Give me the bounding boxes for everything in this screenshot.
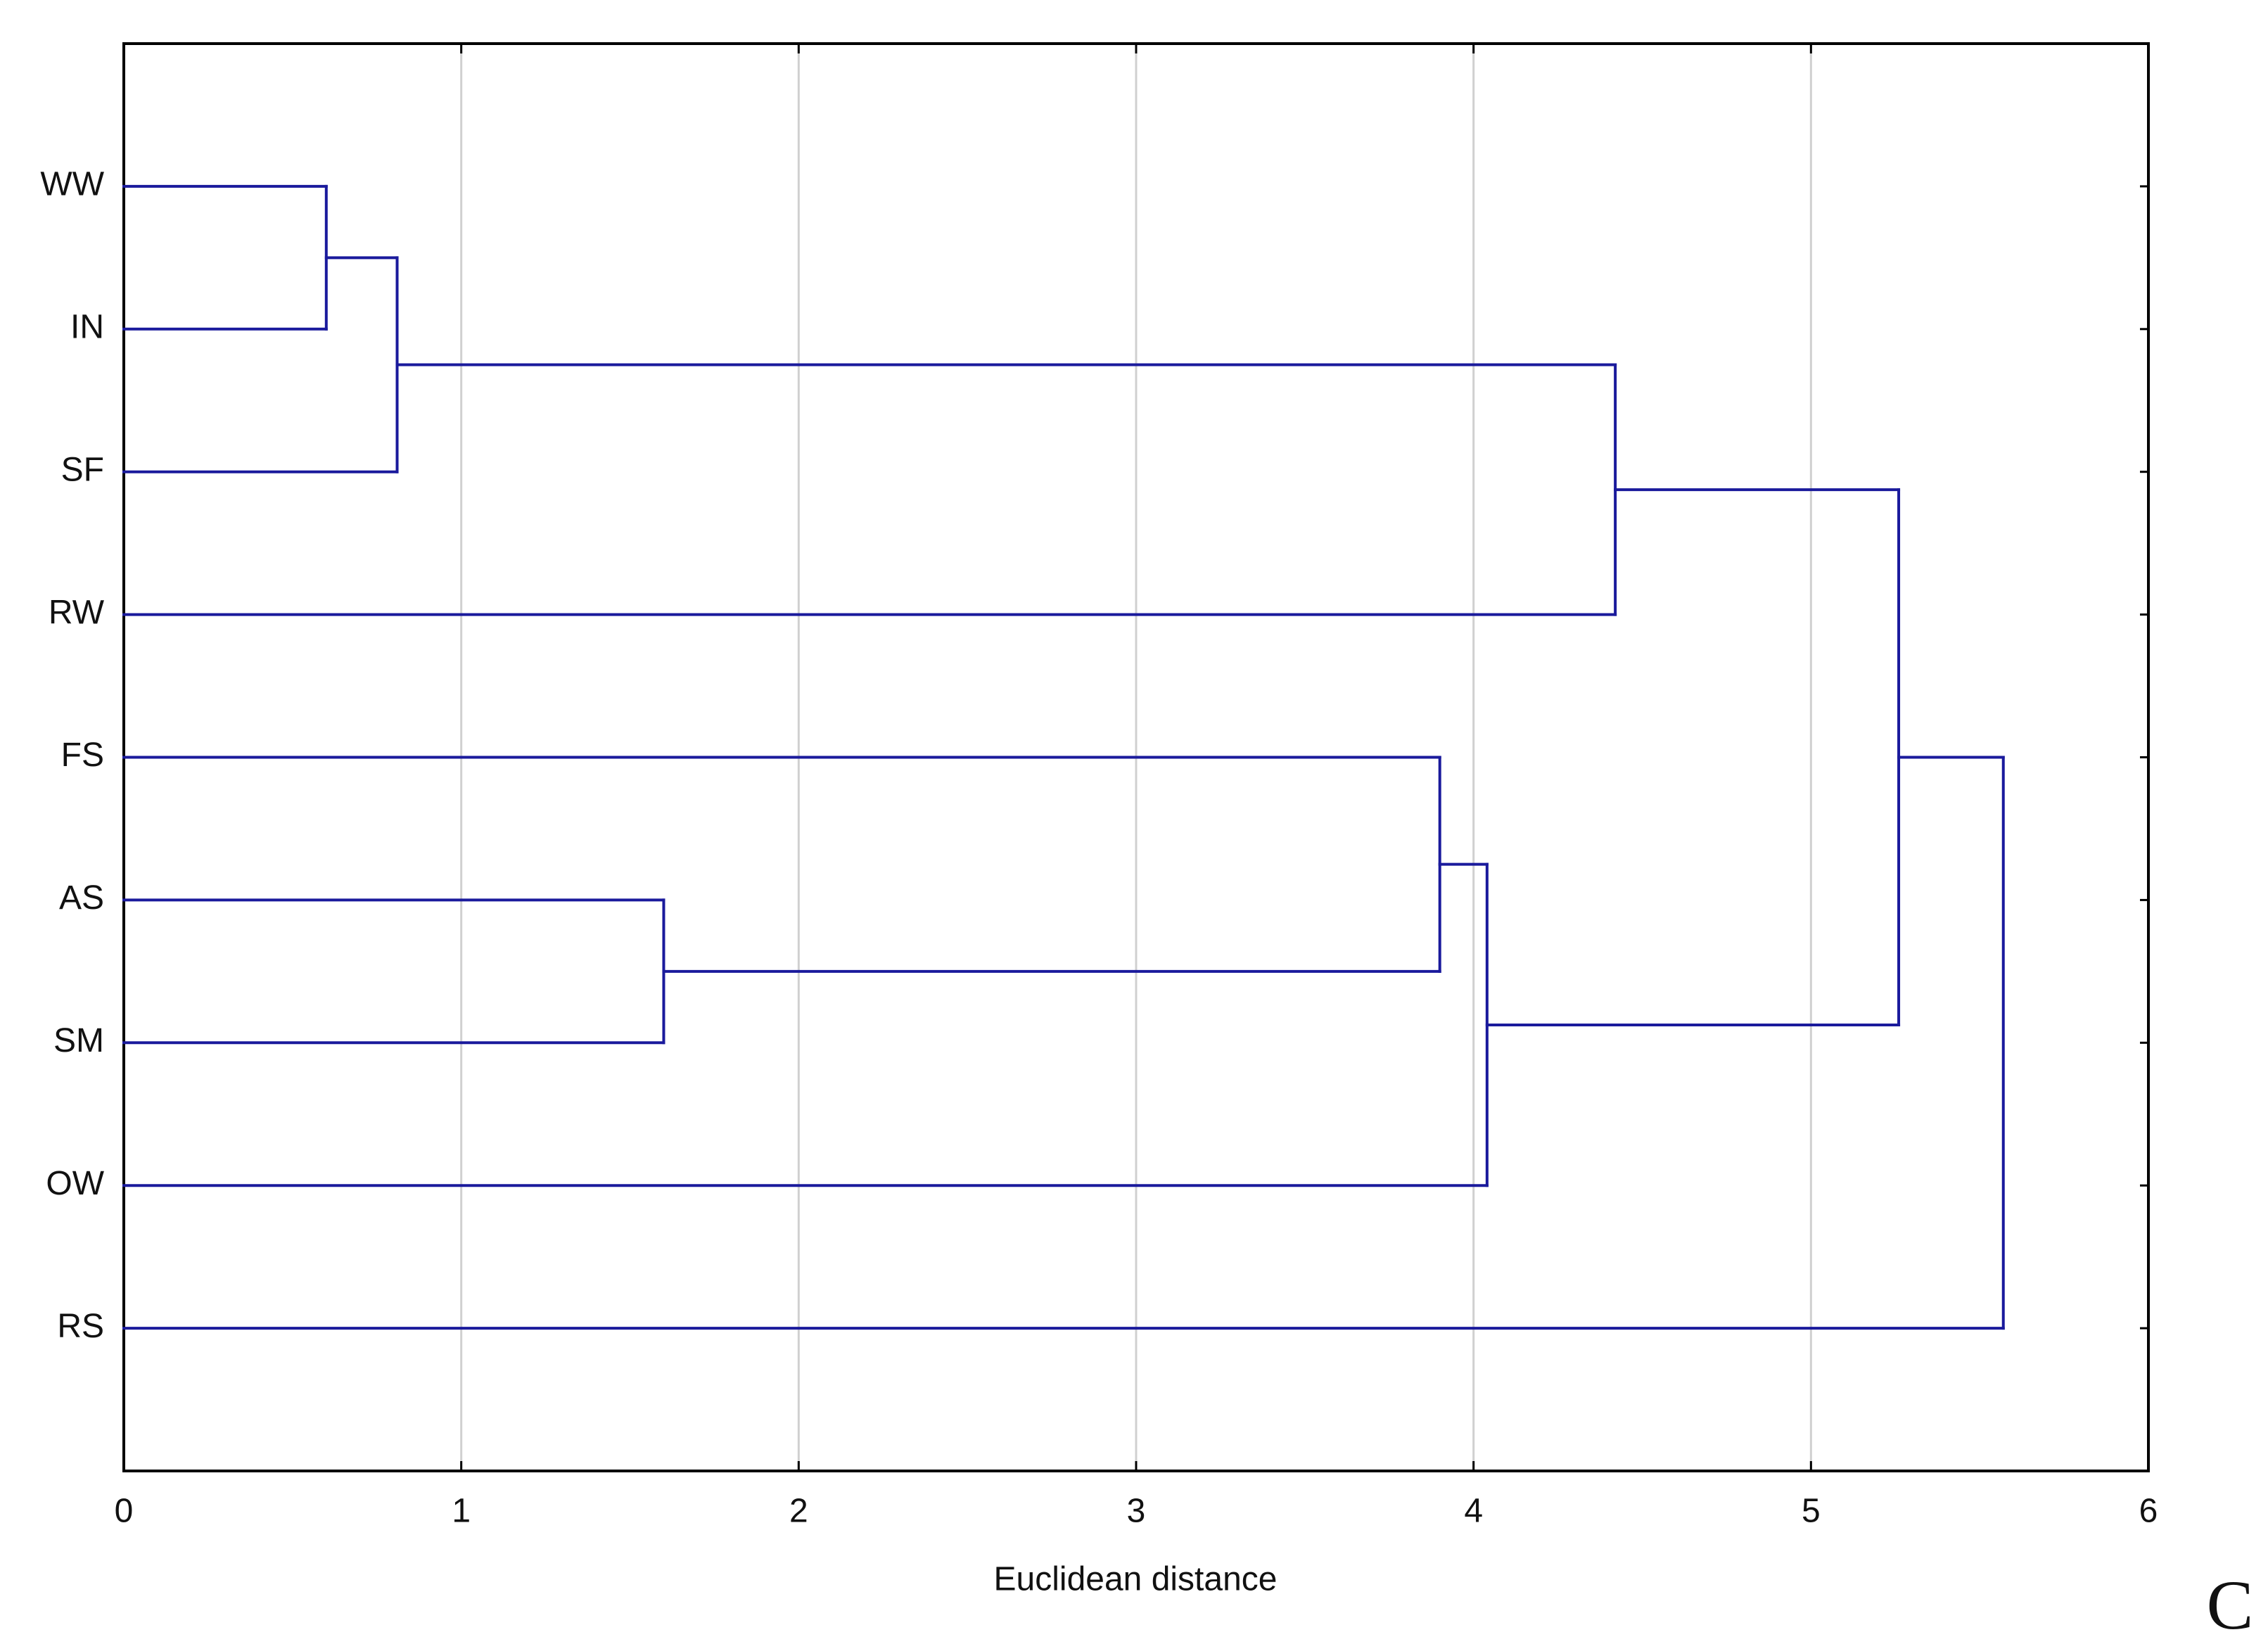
leaf-label: FS xyxy=(61,737,104,774)
x-tick-label: 1 xyxy=(452,1493,471,1530)
x-tick-label: 4 xyxy=(1464,1493,1483,1530)
x-tick-label: 3 xyxy=(1127,1493,1146,1530)
leaf-label: WW xyxy=(40,166,104,203)
x-tick-label: 5 xyxy=(1802,1493,1821,1530)
leaf-label: AS xyxy=(59,879,104,917)
x-axis-label: Euclidean distance xyxy=(994,1561,1278,1598)
x-tick-label: 6 xyxy=(2139,1493,2158,1530)
x-tick-label: 0 xyxy=(115,1493,134,1530)
leaf-label: RW xyxy=(49,594,105,631)
x-tick-label: 2 xyxy=(789,1493,808,1530)
leaf-label: IN xyxy=(70,308,104,345)
panel-label: C xyxy=(2207,1566,2254,1640)
leaf-label: SF xyxy=(61,451,104,488)
leaf-label: RS xyxy=(57,1308,104,1345)
leaf-label: SM xyxy=(53,1022,104,1059)
leaf-label: OW xyxy=(46,1165,104,1202)
